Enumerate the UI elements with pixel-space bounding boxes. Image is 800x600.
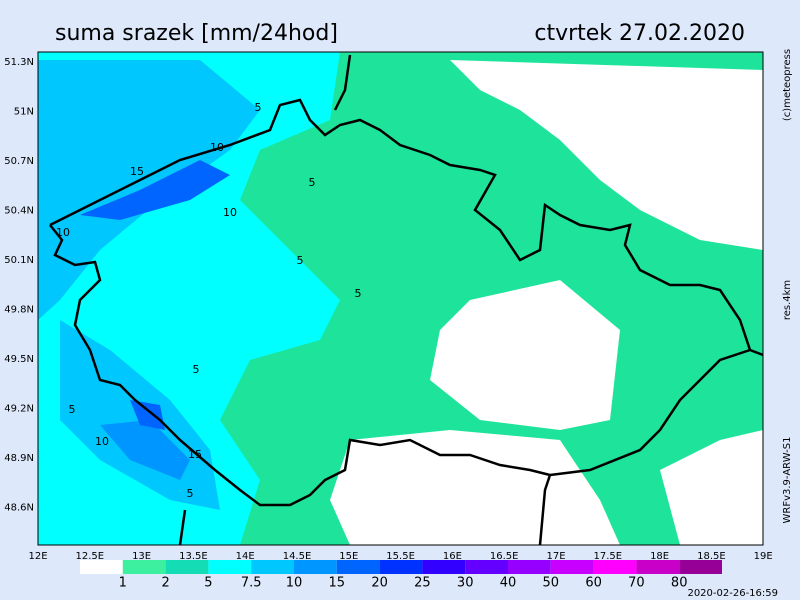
- lon-label: 14E: [236, 551, 255, 562]
- contour-label: 10: [56, 226, 70, 239]
- legend-swatch: [122, 560, 166, 574]
- lon-label: 15E: [339, 551, 358, 562]
- map-title: suma srazek [mm/24hod]: [55, 21, 338, 46]
- lon-label: 15.5E: [386, 551, 415, 562]
- legend-label: 2: [161, 576, 169, 591]
- legend-swatch: [679, 560, 722, 574]
- contour-label: 5: [309, 176, 316, 189]
- legend-swatch: [379, 560, 423, 574]
- lon-label: 16E: [443, 551, 462, 562]
- model-name: WRFv3.9-ARW-S1: [782, 437, 793, 524]
- legend-label: 50: [543, 576, 560, 591]
- dry-area: [450, 60, 763, 250]
- heavy-area: [100, 420, 190, 480]
- timestamp: 2020-02-26-16:59: [687, 588, 778, 599]
- lat-label: 50.1N: [4, 255, 34, 266]
- dry-area: [430, 280, 620, 430]
- lat-label: 51N: [14, 107, 34, 118]
- lon-label: 13.5E: [179, 551, 208, 562]
- lat-label: 49.2N: [4, 404, 34, 415]
- map-frame: [37, 51, 764, 546]
- contour-label: 10: [210, 141, 224, 154]
- legend-swatch: [636, 560, 680, 574]
- legend-swatch: [593, 560, 637, 574]
- legend-swatch: [80, 560, 123, 574]
- legend-label: 10: [286, 576, 303, 591]
- legend-swatch: [422, 560, 466, 574]
- map-date: ctvrtek 27.02.2020: [534, 21, 745, 46]
- lat-label: 49.8N: [4, 305, 34, 316]
- copyright: (c)meteopress: [782, 49, 793, 121]
- heavy-area: [130, 400, 165, 430]
- lat-label: 48.9N: [4, 453, 34, 464]
- legend-label: 80: [671, 576, 688, 591]
- contour-label: 5: [297, 254, 304, 267]
- legend-label: 60: [585, 576, 602, 591]
- contour-label: 5: [255, 101, 262, 114]
- country-border: [49, 54, 763, 545]
- legend-swatch: [251, 560, 294, 574]
- legend-label: 40: [500, 576, 517, 591]
- lat-label: 51.3N: [4, 57, 34, 68]
- lat-label: 49.5N: [4, 354, 34, 365]
- legend-label: 30: [457, 576, 474, 591]
- legend-label: 7.5: [241, 576, 262, 591]
- lon-label: 18.5E: [697, 551, 726, 562]
- legend-label: 1: [119, 576, 127, 591]
- lat-label: 50.7N: [4, 156, 34, 167]
- contour-label: 10: [223, 206, 237, 219]
- lon-label: 16.5E: [490, 551, 519, 562]
- contour-label: 5: [187, 487, 194, 500]
- legend-swatch: [294, 560, 337, 574]
- map-area: [37, 51, 764, 546]
- contour-label: 10: [95, 435, 109, 448]
- legend-label: 5: [204, 576, 212, 591]
- legend-label: 15: [329, 576, 346, 591]
- legend-label: 25: [414, 576, 431, 591]
- dry-area: [660, 430, 763, 545]
- contour-label: 15: [130, 165, 144, 178]
- lon-label: 19E: [754, 551, 773, 562]
- lon-label: 12E: [28, 551, 47, 562]
- lon-label: 14.5E: [283, 551, 312, 562]
- contour-label: 5: [355, 287, 362, 300]
- legend-swatch: [465, 560, 508, 574]
- lon-label: 18E: [650, 551, 669, 562]
- legend-label: 70: [628, 576, 645, 591]
- legend-swatch: [208, 560, 252, 574]
- dry-area: [330, 430, 620, 545]
- contour-label: 5: [69, 403, 76, 416]
- contour-label: 15: [188, 448, 202, 461]
- lon-label: 13E: [132, 551, 151, 562]
- legend-swatch: [508, 560, 551, 574]
- legend-swatch: [336, 560, 380, 574]
- resolution: res.4km: [782, 280, 793, 320]
- heavy-area: [80, 160, 230, 220]
- contour-label: 5: [193, 363, 200, 376]
- legend-swatch: [165, 560, 209, 574]
- legend-label: 20: [371, 576, 388, 591]
- lat-label: 50.4N: [4, 206, 34, 217]
- lat-label: 48.6N: [4, 503, 34, 514]
- lon-label: 12.5E: [76, 551, 105, 562]
- lon-label: 17E: [546, 551, 565, 562]
- legend-swatch: [550, 560, 594, 574]
- lon-label: 17.5E: [594, 551, 623, 562]
